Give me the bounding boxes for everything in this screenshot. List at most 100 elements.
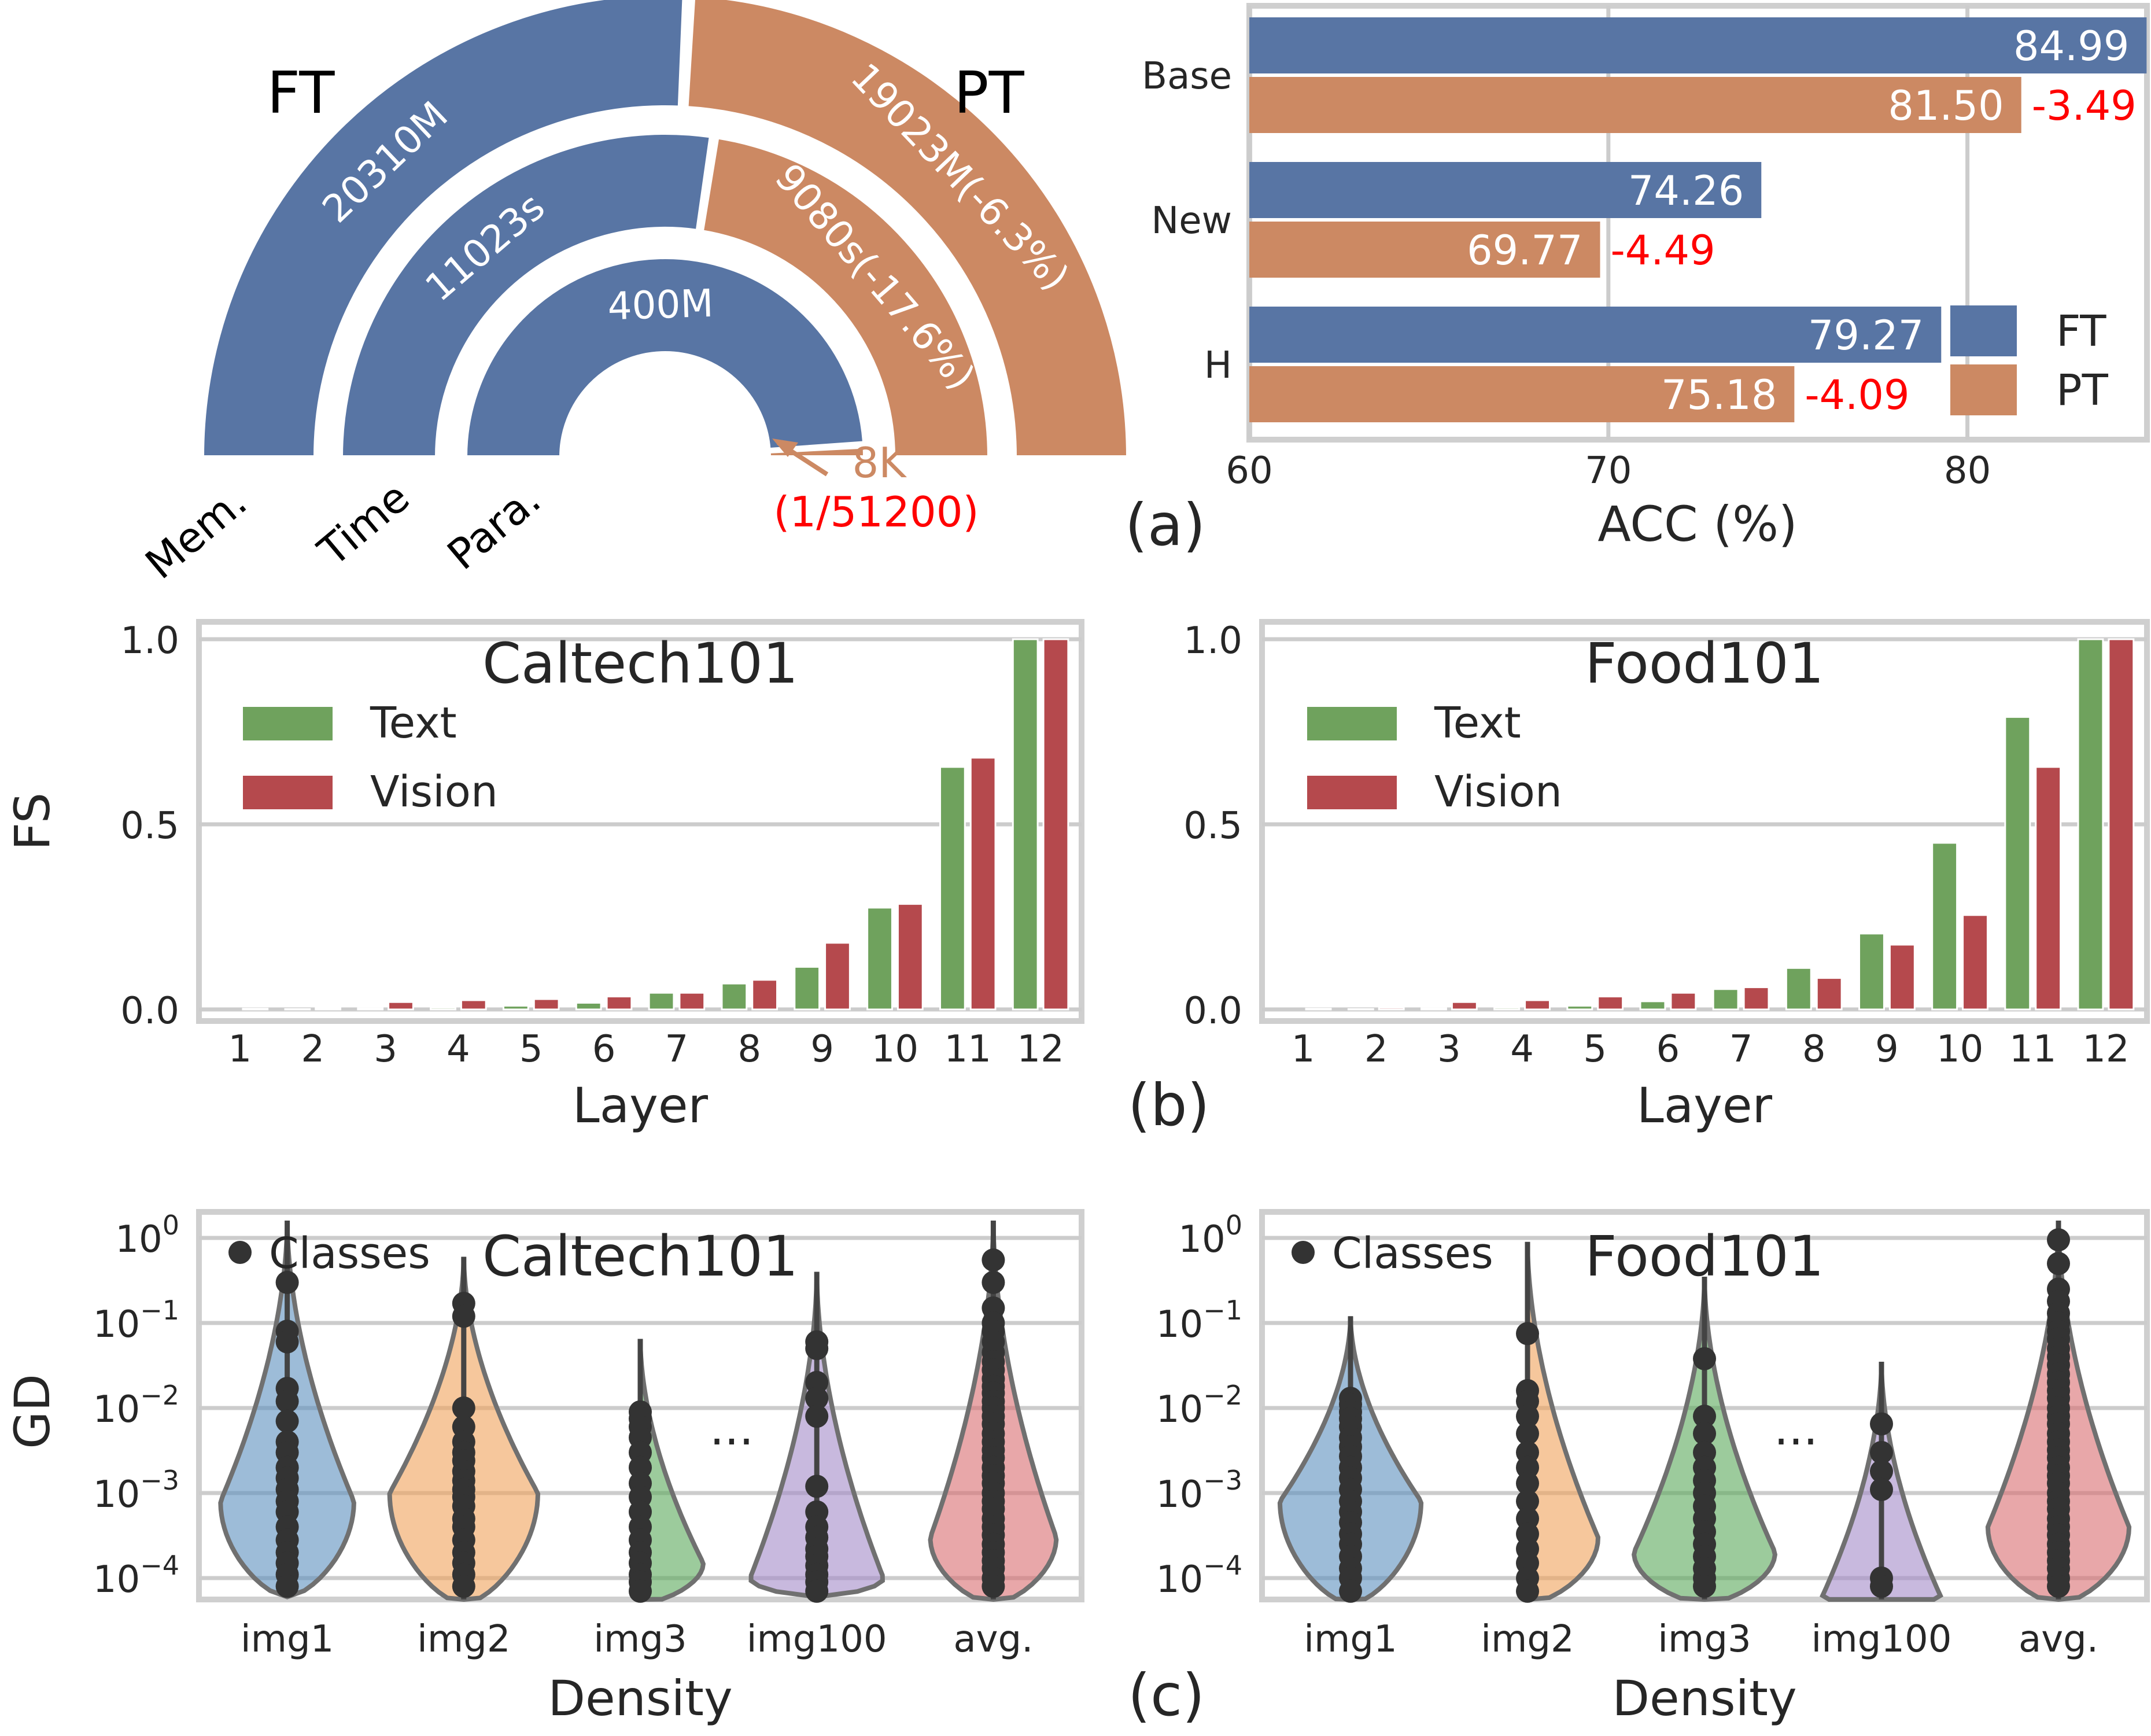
fs-x-tick-label: 11: [2009, 1028, 2056, 1071]
fs-x-tick-label: 5: [519, 1028, 543, 1071]
gd-violin: [638, 1343, 706, 1602]
gd-food-x-axis-label: Density: [1612, 1670, 1796, 1727]
ring-name-para: Para.: [438, 475, 550, 580]
gd-y-tick-label: 10−1: [1156, 1295, 1242, 1346]
legend-label-vision: Vision: [370, 767, 498, 817]
gd-food-title: Food101: [1585, 1224, 1824, 1289]
gd-class-point: [1516, 1490, 1539, 1513]
gd-y-tick-label: 10−3: [1156, 1465, 1242, 1516]
fs-caltech-plot-frame: [196, 619, 1084, 1024]
fs-bar-vision: [1524, 999, 1551, 1011]
gd-class-point: [275, 1389, 299, 1413]
fs-food-title: Food101: [1585, 631, 1824, 696]
fs-x-tick-label: 2: [301, 1028, 324, 1071]
ring-name-time: Time: [309, 473, 419, 576]
gd-food-chart: img1 img2 img3 img100 avg. 100 10−1 10−2 10−3 10…: [1128, 1209, 2150, 1729]
gd-class-point: [1516, 1322, 1539, 1346]
gd-class-point: [1870, 1440, 1893, 1464]
acc-bar-pt: [1249, 366, 1795, 422]
fs-bar-vision: [533, 998, 560, 1011]
fs-y-tick-label: 0.0: [120, 990, 179, 1033]
ring-para-ft-label: 400M: [607, 281, 714, 329]
gd-y-tick-label: 10−2: [93, 1380, 179, 1431]
fs-caltech-chart: 1 2 3 4 5 6 7 8 9 10 11 12 0.00.51.0 Caltech101 Tex…: [4, 619, 1084, 1134]
fs-bar-text: [1858, 932, 1885, 1011]
fs-bar-vision: [1743, 986, 1770, 1011]
gd-y-tick-label: 10−1: [93, 1295, 179, 1346]
fs-x-tick-label: 4: [447, 1028, 470, 1071]
acc-bar-label-pt: 81.50: [1888, 82, 2004, 130]
gd-x-tick-label: img2: [1481, 1618, 1574, 1661]
fs-bar-text: [1639, 1000, 1666, 1011]
gd-y-axis-label: GD: [4, 1374, 61, 1449]
fs-x-tick-label: 12: [2082, 1028, 2129, 1071]
acc-x-tick-label: 70: [1585, 449, 1632, 492]
legend-swatch-text: [243, 707, 333, 740]
fs-food-chart: 1 2 3 4 5 6 7 8 9 10 11 12 0.00.51.0 Food101 Text V…: [1128, 619, 2150, 1139]
gd-class-point: [629, 1579, 652, 1603]
fs-caltech-legend: Text Vision: [243, 698, 498, 817]
fs-x-tick-label: 5: [1583, 1028, 1607, 1071]
fs-x-tick-label: 3: [374, 1028, 397, 1071]
gd-class-point: [805, 1387, 829, 1410]
gd-x-tick-label: img3: [1658, 1618, 1751, 1661]
gd-class-point: [1516, 1579, 1539, 1603]
gd-class-point: [805, 1579, 829, 1603]
gd-class-point: [1516, 1472, 1539, 1495]
legend-swatch-vision: [1307, 776, 1397, 809]
legend-label-pt: PT: [2056, 366, 2109, 415]
para-ratio-label: (1/51200): [773, 488, 979, 536]
fs-x-tick-label: 7: [1729, 1028, 1753, 1071]
fs-x-tick-label: 9: [810, 1028, 834, 1071]
acc-bar-pt: [1249, 222, 1600, 278]
fs-bar-text: [357, 1007, 384, 1011]
fs-x-tick-label: 10: [872, 1028, 918, 1071]
gd-class-point: [805, 1337, 829, 1361]
panel-letter-c: (c): [1128, 1661, 1205, 1729]
fs-bar-text: [866, 906, 893, 1011]
gd-class-point: [805, 1370, 829, 1394]
fs-bar-vision: [1670, 992, 1697, 1011]
fs-x-tick-label: 3: [1437, 1028, 1461, 1071]
gd-class-point: [1516, 1422, 1539, 1446]
ft-label: FT: [267, 59, 335, 127]
fs-bar-text: [430, 1007, 456, 1011]
gd-y-tick-label: 100: [1178, 1210, 1242, 1261]
acc-x-tick-label: 80: [1944, 449, 1991, 492]
gd-class-point: [805, 1405, 829, 1428]
fs-bar-vision: [678, 992, 706, 1011]
ring-time-ft-arc: [339, 131, 713, 459]
acc-bar-label-ft: 74.26: [1628, 167, 1744, 215]
fs-bar-vision: [751, 979, 779, 1011]
gd-class-point: [1870, 1412, 1893, 1436]
gd-class-point: [275, 1409, 299, 1433]
acc-bar-pt: [1249, 77, 2021, 133]
gd-class-point: [2047, 1252, 2070, 1276]
fs-bar-text: [1712, 988, 1739, 1011]
ring-mem-pt-arc: [685, 0, 1130, 459]
gd-violin: [1525, 1248, 1601, 1602]
fs-bar-text: [575, 1001, 602, 1011]
gd-class-point: [452, 1396, 475, 1420]
gd-x-tick-label: avg.: [953, 1618, 1033, 1661]
legend-marker-classes: [1292, 1241, 1315, 1264]
acc-bar-label-ft: 79.27: [1808, 312, 1924, 359]
gd-x-tick-label: img100: [747, 1618, 887, 1661]
gd-class-point: [1693, 1405, 1716, 1428]
gd-class-point: [1693, 1347, 1716, 1370]
fs-x-tick-label: 9: [1875, 1028, 1899, 1071]
fs-bar-vision: [1816, 977, 1843, 1011]
fs-bar-text: [502, 1005, 529, 1011]
gd-class-point: [1693, 1575, 1716, 1598]
fs-bar-vision: [388, 1001, 414, 1011]
para-pt-label: 8K: [852, 438, 907, 487]
fs-bar-vision: [896, 903, 924, 1011]
acc-category-label: New: [1151, 200, 1232, 242]
gd-x-tick-label: img1: [241, 1618, 334, 1661]
gd-class-point: [629, 1455, 652, 1479]
fs-caltech-x-axis-label: Layer: [573, 1077, 709, 1134]
gd-y-tick-label: 10−3: [93, 1465, 179, 1516]
gd-caltech-chart: img1 img2 img3 img100 avg. 100 10−1 10−2 10−3 10…: [4, 1209, 1084, 1727]
ring-mem-ft-arc: [200, 0, 686, 459]
fs-bar-text: [1566, 1005, 1593, 1011]
